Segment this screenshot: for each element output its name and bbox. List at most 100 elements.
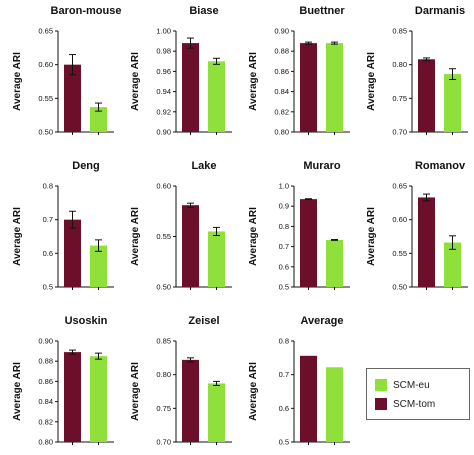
legend-item-scm-eu: SCM-eu [375,378,430,392]
bar-scm-eu [208,61,225,132]
y-tick-label: 0.6 [279,262,289,271]
bar-scm-tom [182,205,199,287]
y-axis-label: Average ARI [366,52,377,111]
bar-scm-tom [182,43,199,133]
chart-title: Muraro [303,160,341,172]
y-axis-label: Average ARI [130,207,141,266]
bar-scm-tom [418,59,435,132]
y-tick-label: 0.90 [38,337,53,346]
panel-romanov: Romanov Average ARI 0.50 0.55 0.60 0.65 [366,160,468,292]
chart-title: Buettner [299,5,345,17]
chart-title: Darmanis [415,5,465,17]
legend-item-scm-tom: SCM-tom [375,397,435,411]
y-tick-label: 0.82 [274,107,289,116]
panel-lake: Lake Average ARI 0.50 0.55 0.60 [130,160,232,292]
panel-average: Average Average ARI 0.5 0.6 0.7 0.8 [248,315,350,447]
y-tick-label: 0.84 [274,87,289,96]
y-tick-label: 0.50 [156,283,171,292]
y-tick-label: 0.55 [156,232,171,241]
y-tick-label: 0.65 [392,182,407,191]
y-tick-label: 0.5 [279,283,289,292]
y-tick-label: 0.80 [392,60,407,69]
bar-scm-tom [300,199,317,287]
bar-scm-eu [326,43,343,133]
y-tick-label: 0.9 [279,202,289,211]
panel-darmanis: Darmanis Average ARI 0.70 0.75 0.80 0.85 [366,5,468,137]
y-tick-label: 0.90 [274,27,289,36]
panel-baron-mouse: Baron-mouse Average ARI 0.50 0.55 0.60 0.65 [12,5,121,137]
bar-scm-tom [64,219,81,287]
panel-muraro: Muraro Average ARI 0.5 0.6 0.7 0.8 0.9 1.0 [248,160,350,292]
y-axis-label: Average ARI [130,52,141,111]
y-axis-label: Average ARI [12,52,23,111]
chart-title: Average [300,315,343,327]
y-axis-label: Average ARI [248,362,259,421]
chart-title: Baron-mouse [51,5,122,17]
y-tick-label: 0.7 [43,215,53,224]
y-tick-label: 0.60 [38,60,53,69]
y-tick-label: 0.5 [279,438,289,447]
y-tick-label: 0.65 [38,27,53,36]
y-tick-label: 1.0 [279,182,289,191]
chart-title: Zeisel [188,315,219,327]
chart-title: Deng [72,160,100,172]
y-tick-label: 0.94 [156,87,171,96]
y-tick-label: 0.7 [279,370,289,379]
y-tick-label: 0.88 [274,47,289,56]
y-tick-label: 0.75 [156,404,171,413]
y-tick-label: 0.55 [38,94,53,103]
y-tick-label: 0.82 [38,417,53,426]
y-tick-label: 0.60 [156,182,171,191]
y-tick-label: 0.98 [156,47,171,56]
panel-buettner: Buettner Average ARI 0.80 0.82 0.84 0.86 0.88 0… [248,5,350,137]
y-tick-label: 0.75 [392,94,407,103]
legend-label-scm-tom: SCM-tom [393,398,436,410]
bar-scm-tom [64,64,81,132]
y-axis-label: Average ARI [12,207,23,266]
bar-scm-eu [208,231,225,287]
legend-swatch-scm-tom [375,398,387,410]
y-tick-label: 0.88 [38,357,53,366]
y-tick-label: 0.6 [279,404,289,413]
panel-deng: Deng Average ARI 0.5 0.6 0.7 0.8 [12,160,114,292]
bar-scm-tom [64,352,81,442]
y-tick-label: 0.5 [43,283,53,292]
y-tick-label: 0.8 [279,222,289,231]
y-tick-label: 0.50 [38,128,53,137]
y-tick-label: 0.85 [392,27,407,36]
y-tick-label: 0.80 [156,370,171,379]
y-tick-label: 0.60 [392,215,407,224]
y-tick-label: 0.70 [392,128,407,137]
y-tick-label: 1.00 [156,27,171,36]
y-tick-label: 0.55 [392,249,407,258]
y-tick-label: 0.92 [156,107,171,116]
y-axis-label: Average ARI [366,207,377,266]
bar-scm-eu [208,383,225,442]
y-tick-label: 0.8 [279,337,289,346]
bar-scm-tom [300,43,317,133]
y-tick-label: 0.80 [274,128,289,137]
bar-scm-tom [300,355,317,442]
bar-scm-tom [182,359,199,442]
legend: SCM-eu SCM-tom [366,368,470,420]
chart-title: Romanov [415,160,466,172]
panel-biase: Biase Average ARI 0.90 0.92 0.94 0.96 0.98 1.00 [130,5,232,137]
bar-scm-eu [90,245,107,287]
bar-scm-tom [418,197,435,287]
y-tick-label: 0.70 [156,438,171,447]
y-axis-label: Average ARI [248,207,259,266]
bar-scm-eu [326,239,343,287]
chart-title: Usoskin [65,315,108,327]
y-tick-label: 0.86 [38,377,53,386]
y-tick-label: 0.80 [38,438,53,447]
y-tick-label: 0.50 [392,283,407,292]
y-tick-label: 0.86 [274,67,289,76]
y-tick-label: 0.85 [156,337,171,346]
legend-label-scm-eu: SCM-eu [393,379,430,391]
bar-scm-eu [326,367,343,442]
y-tick-label: 0.90 [156,128,171,137]
bar-scm-eu [90,107,107,132]
bar-scm-eu [444,74,461,132]
